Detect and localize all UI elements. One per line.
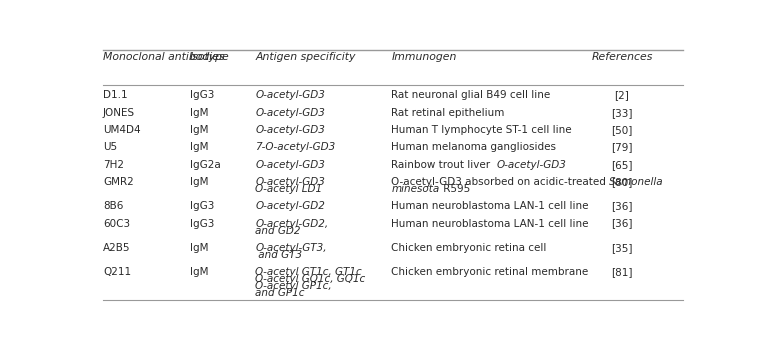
- Text: Rat neuronal glial B49 cell line: Rat neuronal glial B49 cell line: [391, 91, 551, 100]
- Text: R595: R595: [439, 184, 470, 194]
- Text: Rat retinal epithelium: Rat retinal epithelium: [391, 108, 505, 118]
- Text: 8B6: 8B6: [103, 201, 123, 211]
- Text: JONES: JONES: [103, 108, 135, 118]
- Text: O-acetyl-GD3: O-acetyl-GD3: [255, 160, 325, 170]
- Text: Samonella: Samonella: [610, 177, 664, 187]
- Text: O-acetyl-GD3 absorbed on acidic-treated: O-acetyl-GD3 absorbed on acidic-treated: [391, 177, 610, 187]
- Text: O-acetyl GP1c,: O-acetyl GP1c,: [255, 281, 332, 291]
- Text: IgG3: IgG3: [189, 201, 214, 211]
- Text: IgM: IgM: [189, 243, 209, 253]
- Text: Rainbow trout liver: Rainbow trout liver: [391, 160, 497, 170]
- Text: and GT3: and GT3: [255, 250, 302, 260]
- Text: Human neuroblastoma LAN-1 cell line: Human neuroblastoma LAN-1 cell line: [391, 219, 589, 229]
- Text: Monoclonal antibodies: Monoclonal antibodies: [103, 52, 225, 62]
- Text: [81]: [81]: [611, 267, 633, 277]
- Text: [35]: [35]: [611, 243, 633, 253]
- Text: [36]: [36]: [611, 201, 633, 211]
- Text: IgG3: IgG3: [189, 219, 214, 229]
- Text: Human neuroblastoma LAN-1 cell line: Human neuroblastoma LAN-1 cell line: [391, 201, 589, 211]
- Text: D1.1: D1.1: [103, 91, 127, 100]
- Text: O-acetyl LD1: O-acetyl LD1: [255, 184, 322, 194]
- Text: IgG3: IgG3: [189, 91, 214, 100]
- Text: [80]: [80]: [611, 177, 633, 187]
- Text: O-acetyl-GD3: O-acetyl-GD3: [255, 91, 325, 100]
- Text: [79]: [79]: [611, 143, 633, 153]
- Text: Chicken embryonic retinal membrane: Chicken embryonic retinal membrane: [391, 267, 588, 277]
- Text: [50]: [50]: [611, 125, 633, 135]
- Text: Human melanoma gangliosides: Human melanoma gangliosides: [391, 143, 556, 153]
- Text: IgM: IgM: [189, 177, 209, 187]
- Text: and GD2: and GD2: [255, 226, 301, 236]
- Text: 7-O-acetyl-GD3: 7-O-acetyl-GD3: [255, 143, 335, 153]
- Text: A2B5: A2B5: [103, 243, 130, 253]
- Text: References: References: [591, 52, 653, 62]
- Text: Antigen specificity: Antigen specificity: [255, 52, 356, 62]
- Text: 60C3: 60C3: [103, 219, 130, 229]
- Text: O-acetyl-GD3: O-acetyl-GD3: [255, 125, 325, 135]
- Text: IgM: IgM: [189, 108, 209, 118]
- Text: [2]: [2]: [614, 91, 630, 100]
- Text: Human T lymphocyte ST-1 cell line: Human T lymphocyte ST-1 cell line: [391, 125, 572, 135]
- Text: minesota: minesota: [391, 184, 439, 194]
- Text: O-acetyl-GT3,: O-acetyl-GT3,: [255, 243, 327, 253]
- Text: O-acetyl GQ1c, GQ1c: O-acetyl GQ1c, GQ1c: [255, 274, 365, 284]
- Text: UM4D4: UM4D4: [103, 125, 140, 135]
- Text: IgM: IgM: [189, 125, 209, 135]
- Text: O-acetyl GT1c, GT1c: O-acetyl GT1c, GT1c: [255, 267, 362, 277]
- Text: Immunogen: Immunogen: [391, 52, 456, 62]
- Text: O-acetyl-GD3: O-acetyl-GD3: [255, 108, 325, 118]
- Text: O-acetyl-GD3: O-acetyl-GD3: [255, 177, 325, 187]
- Text: and GP1c: and GP1c: [255, 288, 304, 298]
- Text: [33]: [33]: [611, 108, 633, 118]
- Text: IgM: IgM: [189, 143, 209, 153]
- Text: Chicken embryonic retina cell: Chicken embryonic retina cell: [391, 243, 547, 253]
- Text: U5: U5: [103, 143, 117, 153]
- Text: Q211: Q211: [103, 267, 131, 277]
- Text: O-acetyl-GD3: O-acetyl-GD3: [497, 160, 567, 170]
- Text: [65]: [65]: [611, 160, 633, 170]
- Text: 7H2: 7H2: [103, 160, 124, 170]
- Text: [36]: [36]: [611, 219, 633, 229]
- Text: O-acetyl-GD2: O-acetyl-GD2: [255, 201, 325, 211]
- Text: O-acetyl-GD2,: O-acetyl-GD2,: [255, 219, 328, 229]
- Text: IgM: IgM: [189, 267, 209, 277]
- Text: GMR2: GMR2: [103, 177, 133, 187]
- Text: IgG2a: IgG2a: [189, 160, 221, 170]
- Text: Isotype: Isotype: [189, 52, 229, 62]
